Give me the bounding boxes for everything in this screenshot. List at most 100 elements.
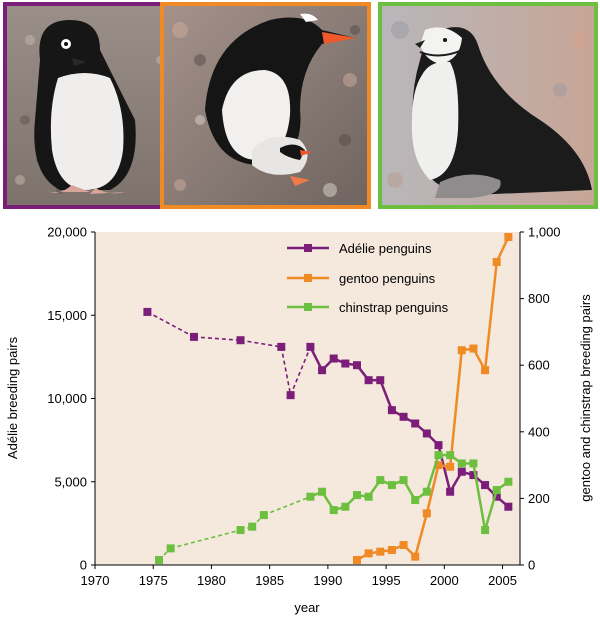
- x-tick-label: 2005: [488, 573, 517, 588]
- right-y-tick-label: 400: [528, 424, 550, 439]
- series-line-segment: [425, 454, 440, 493]
- right-y-tick-label: 0: [528, 558, 535, 573]
- data-point-marker: [399, 541, 408, 550]
- data-point-marker: [364, 549, 373, 558]
- data-point-marker: [481, 366, 490, 375]
- data-point-marker: [492, 492, 501, 501]
- data-point-marker: [446, 451, 455, 460]
- legend-label-chinstrap: chinstrap penguins: [339, 300, 449, 315]
- data-point-marker: [329, 354, 338, 363]
- data-point-marker: [399, 412, 408, 421]
- left-y-tick-label: 15,000: [47, 308, 87, 323]
- data-point-marker: [469, 471, 478, 480]
- data-point-marker: [352, 361, 361, 370]
- data-point-marker: [318, 366, 327, 375]
- breeding-pairs-chart: 1970 1975 1980 1985 1990 1995 2000 2005 05,0001…: [5, 225, 593, 616]
- left-y-tick-label: 5,000: [54, 474, 87, 489]
- right-y-tick-label: 800: [528, 291, 550, 306]
- series-layer: [143, 232, 513, 565]
- data-point-marker: [469, 344, 478, 353]
- data-point-marker: [286, 391, 295, 400]
- data-point-marker: [492, 486, 501, 495]
- series-line-segment: [495, 236, 510, 263]
- data-point-marker: [504, 502, 513, 511]
- x-tick-label: 2000: [430, 573, 459, 588]
- data-point-marker: [387, 406, 396, 415]
- series-line-segment: [193, 336, 241, 342]
- data-point-marker: [155, 556, 164, 565]
- data-point-marker: [364, 492, 373, 501]
- data-point-marker: [236, 526, 245, 535]
- legend-item-chinstrap: chinstrap penguins: [287, 300, 449, 315]
- gentoo-penguin-photo: [160, 2, 371, 209]
- data-point-marker: [166, 544, 175, 553]
- x-axis-ticks: 1970 1975 1980 1985 1990 1995 2000 2005: [81, 565, 517, 588]
- right-axis-ticks: 0 200 400 600 800 1,000: [520, 225, 561, 573]
- left-axis-label: Adélie breeding pairs: [5, 336, 20, 459]
- data-point-marker: [329, 506, 338, 515]
- data-point-marker: [457, 467, 466, 476]
- data-point-marker: [352, 556, 361, 565]
- data-point-marker: [422, 509, 431, 518]
- series-line-segment: [280, 346, 292, 396]
- left-y-tick-label: 0: [80, 558, 87, 573]
- data-point-marker: [376, 376, 385, 385]
- data-point-marker: [306, 342, 315, 351]
- chinstrap-penguin-photo: [378, 2, 598, 209]
- series-line-segment: [170, 529, 241, 550]
- data-point-marker: [457, 459, 466, 468]
- legend-item-gentoo: gentoo penguins: [287, 271, 436, 286]
- data-point-marker: [236, 336, 245, 345]
- right-y-tick-label: 600: [528, 358, 550, 373]
- data-point-marker: [341, 502, 350, 511]
- right-axis-label: gentoo and chinstrap breeding pairs: [578, 294, 593, 502]
- data-point-marker: [469, 459, 478, 468]
- data-point-marker: [434, 441, 443, 450]
- data-point-marker: [376, 547, 385, 556]
- data-point-marker: [143, 307, 152, 316]
- data-point-marker: [422, 487, 431, 496]
- data-point-marker: [492, 257, 501, 266]
- data-point-marker: [387, 481, 396, 490]
- x-tick-label: 1980: [197, 573, 226, 588]
- series-line-segment: [425, 464, 440, 514]
- legend-item-adelie: Adélie penguins: [287, 241, 432, 256]
- data-point-marker: [422, 429, 431, 438]
- data-point-marker: [277, 342, 286, 351]
- series-line-segment: [472, 463, 487, 531]
- data-point-marker: [481, 481, 490, 490]
- data-point-marker: [504, 232, 513, 241]
- legend: Adélie penguins gentoo penguins chinstra…: [287, 241, 449, 315]
- data-point-marker: [387, 546, 396, 555]
- data-point-marker: [411, 419, 420, 428]
- data-point-marker: [259, 511, 268, 520]
- series-line-segment: [147, 311, 195, 338]
- series-line-segment: [413, 513, 429, 557]
- series-line-segment: [483, 489, 498, 531]
- data-point-marker: [364, 376, 373, 385]
- data-point-marker: [341, 359, 350, 368]
- x-tick-label: 1975: [139, 573, 168, 588]
- series-line-segment: [263, 495, 311, 516]
- data-point-marker: [399, 476, 408, 485]
- x-tick-label: 1995: [372, 573, 401, 588]
- series-1: [352, 232, 513, 565]
- legend-label-adelie: Adélie penguins: [339, 241, 432, 256]
- x-axis-label: year: [294, 600, 320, 615]
- left-axis-ticks: 0 5,000 10,000 15,000 20,000: [47, 225, 95, 573]
- data-point-marker: [318, 487, 327, 496]
- data-point-marker: [446, 487, 455, 496]
- series-line-segment: [379, 379, 394, 411]
- data-point-marker: [248, 522, 257, 531]
- right-y-tick-label: 1,000: [528, 225, 561, 240]
- series-line-segment: [289, 346, 312, 396]
- data-point-marker: [352, 491, 361, 500]
- series-line-segment: [483, 261, 498, 371]
- data-point-marker: [411, 496, 420, 505]
- plot-background: [95, 232, 520, 565]
- right-y-tick-label: 200: [528, 491, 550, 506]
- left-y-tick-label: 10,000: [47, 391, 87, 406]
- data-point-marker: [376, 476, 385, 485]
- data-point-marker: [481, 526, 490, 535]
- data-point-marker: [504, 477, 513, 486]
